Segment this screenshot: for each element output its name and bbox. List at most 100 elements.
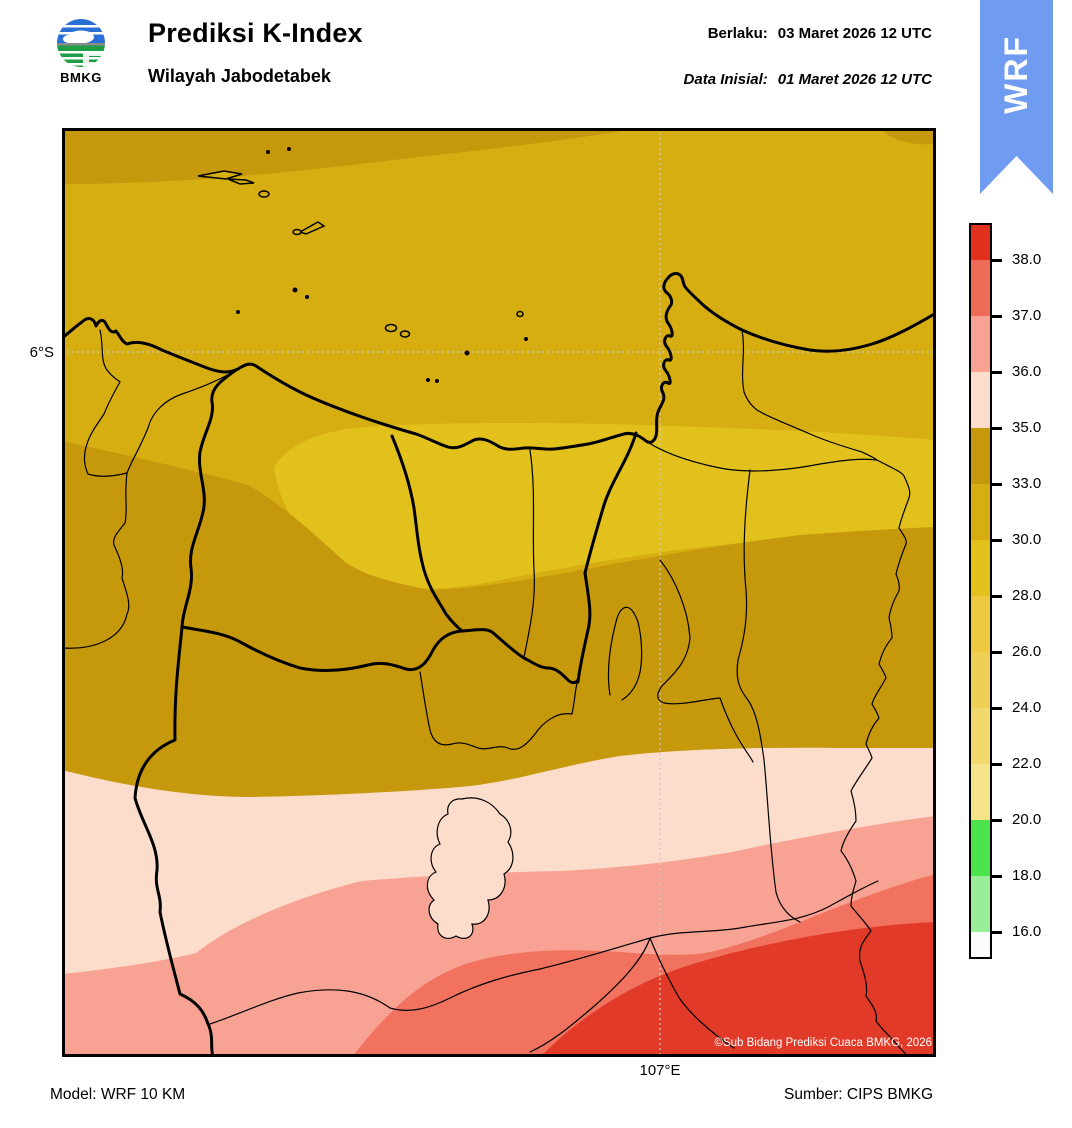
legend-segment xyxy=(971,372,990,428)
legend-tick-label: 20.0 xyxy=(1012,811,1042,828)
legend-tick-label: 18.0 xyxy=(1012,867,1042,884)
legend-segment xyxy=(971,764,990,820)
band-33-35-top xyxy=(62,128,640,184)
islet xyxy=(435,379,439,383)
latitude-label: 6°S xyxy=(29,344,54,361)
boundary-thin xyxy=(529,937,651,1053)
legend-segment xyxy=(971,876,990,932)
legend-segment xyxy=(971,260,990,316)
admin-boundaries-thick xyxy=(133,368,638,1057)
islet xyxy=(426,378,430,382)
legend-tick-label: 28.0 xyxy=(1012,587,1042,604)
boundary-thin xyxy=(649,937,735,1049)
boundary-thin xyxy=(639,436,878,472)
islet xyxy=(287,147,291,151)
islet xyxy=(305,295,309,299)
legend-tick xyxy=(992,426,1002,430)
map-border xyxy=(62,128,936,1057)
boundary-thick-south xyxy=(180,625,580,685)
boundary-thin xyxy=(523,449,535,658)
legend-tick xyxy=(992,818,1002,822)
legend-tick xyxy=(992,258,1002,262)
legend-segment xyxy=(971,540,990,596)
islands xyxy=(197,170,524,338)
islet xyxy=(524,337,528,341)
init-time-label: Data Inisial: xyxy=(683,71,768,88)
legend-segment xyxy=(971,316,990,372)
legend-tick xyxy=(992,370,1002,374)
init-time-line: Data Inisial: 01 Maret 2026 12 UTC xyxy=(684,71,932,88)
boundary-thin xyxy=(657,559,754,763)
contour-bands xyxy=(62,128,936,1057)
boundary-thick-mid xyxy=(390,434,464,633)
bogor-enclave xyxy=(426,797,514,939)
islet xyxy=(464,350,470,356)
page-subtitle: Wilayah Jabodetabek xyxy=(148,66,331,86)
islet xyxy=(266,150,270,154)
longitude-label: 107°E xyxy=(639,1062,681,1079)
coastline xyxy=(62,272,936,451)
island xyxy=(516,310,524,318)
legend-segment xyxy=(971,820,990,876)
band-33-35-corner xyxy=(880,128,936,145)
legend-segment xyxy=(971,596,990,652)
legend-tick-label: 36.0 xyxy=(1012,363,1042,380)
island xyxy=(292,228,302,236)
island xyxy=(258,190,270,198)
legend-segment xyxy=(971,225,990,260)
islets xyxy=(236,147,528,383)
islet xyxy=(236,310,240,314)
island xyxy=(227,178,255,185)
legend-tick-label: 16.0 xyxy=(1012,923,1042,940)
island xyxy=(298,221,326,235)
legend-tick-label: 33.0 xyxy=(1012,475,1042,492)
legend-tick-label: 24.0 xyxy=(1012,699,1042,716)
boundary-thick-east xyxy=(576,431,638,684)
boundary-thin xyxy=(736,469,801,923)
admin-boundaries-thin xyxy=(62,329,911,1057)
legend-segment xyxy=(971,484,990,540)
legend-tick xyxy=(992,930,1002,934)
legend-segment xyxy=(971,428,990,484)
legend-tick-label: 35.0 xyxy=(1012,419,1042,436)
boundary-thin xyxy=(62,368,239,649)
map-copyright: ©Sub Bidang Prediksi Cuaca BMKG, 2026 xyxy=(714,1037,932,1049)
source-label: Sumber: CIPS BMKG xyxy=(783,1086,933,1103)
band-gt38 xyxy=(540,922,936,1057)
wrf-ribbon-label: WRF xyxy=(998,34,1034,114)
init-time-value: 01 Maret 2026 12 UTC xyxy=(777,71,932,88)
boundary-thin xyxy=(83,329,128,477)
legend-tick-label: 37.0 xyxy=(1012,307,1042,324)
valid-time-line: Berlaku: 03 Maret 2026 12 UTC xyxy=(708,25,932,42)
legend-tick-label: 38.0 xyxy=(1012,251,1042,268)
legend-tick xyxy=(992,874,1002,878)
boundary-thin xyxy=(419,671,578,750)
legend-tick xyxy=(992,650,1002,654)
legend-segment xyxy=(971,652,990,708)
legend-tick xyxy=(992,482,1002,486)
islet xyxy=(292,287,298,293)
graticule xyxy=(62,128,936,1057)
boundary-thin xyxy=(607,606,643,701)
boundary-thin xyxy=(209,880,879,1025)
bmkg-logo: BMKG xyxy=(53,16,109,100)
legend-tick xyxy=(992,314,1002,318)
legend-tick xyxy=(992,594,1002,598)
island xyxy=(399,330,411,338)
island xyxy=(384,323,398,333)
island xyxy=(197,170,243,180)
legend-tick xyxy=(992,762,1002,766)
legend-colorbar xyxy=(969,223,992,959)
legend-segment xyxy=(971,932,990,957)
valid-time-value: 03 Maret 2026 12 UTC xyxy=(777,25,932,42)
model-label: Model: WRF 10 KM xyxy=(50,1086,186,1103)
boundary-thick-west xyxy=(133,368,238,1057)
legend-segment xyxy=(971,708,990,764)
legend-tick-label: 22.0 xyxy=(1012,755,1042,772)
valid-time-label: Berlaku: xyxy=(707,25,768,42)
bmkg-logo-icon xyxy=(57,19,105,67)
legend-tick xyxy=(992,706,1002,710)
page-title: Prediksi K-Index xyxy=(148,18,363,48)
